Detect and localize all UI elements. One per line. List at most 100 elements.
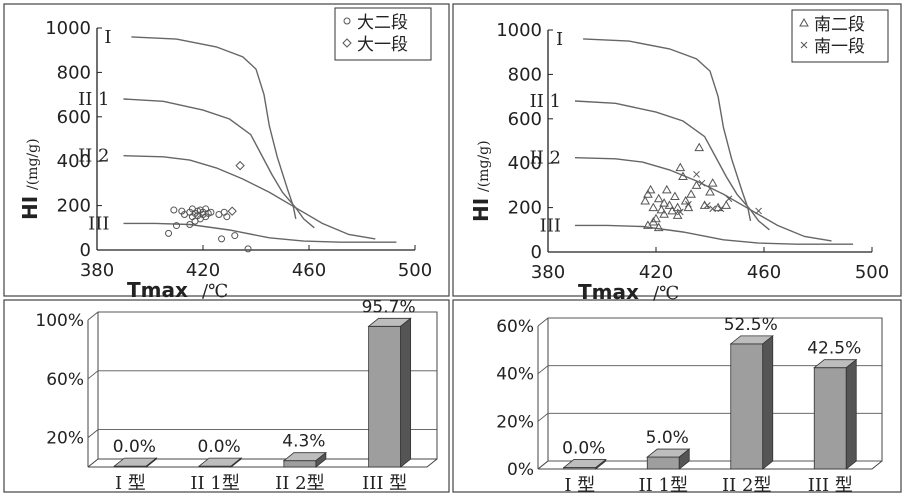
y-tick-label: 800 bbox=[57, 62, 91, 83]
legend-label: 大一段 bbox=[357, 35, 408, 55]
x-tick-label: 380 bbox=[531, 262, 565, 283]
y-tick-label: 600 bbox=[57, 107, 91, 128]
category-label: III 型 bbox=[808, 475, 853, 496]
data-label: 0.0% bbox=[562, 439, 605, 459]
data-point bbox=[218, 235, 226, 243]
legend-box bbox=[334, 7, 432, 61]
data-point bbox=[721, 200, 732, 209]
y-axis-title: HI /(mg/g) bbox=[18, 138, 42, 220]
bar-side bbox=[762, 335, 774, 470]
boundary-curve-2 bbox=[123, 98, 315, 229]
data-point bbox=[670, 191, 680, 200]
x-axis-unit: /℃ bbox=[202, 281, 228, 302]
legend-label: 大二段 bbox=[357, 13, 408, 33]
data-point bbox=[755, 207, 762, 215]
y-tick-label: 20% bbox=[46, 429, 84, 449]
gridline bbox=[537, 317, 882, 327]
panel-frame bbox=[452, 299, 902, 493]
category-label: II 2型 bbox=[722, 475, 771, 496]
y-tick-label: 800 bbox=[508, 64, 542, 85]
bar-side bbox=[145, 457, 157, 468]
data-point bbox=[678, 171, 688, 181]
y-tick-label: 100% bbox=[35, 311, 84, 331]
x-axis-label: Tmax bbox=[127, 278, 188, 302]
bar bbox=[730, 343, 764, 470]
data-point bbox=[653, 193, 664, 203]
x-tick-label: 380 bbox=[80, 260, 114, 281]
boundary-label: I bbox=[104, 27, 111, 48]
bar-side bbox=[845, 358, 857, 470]
data-point bbox=[244, 245, 252, 253]
data-label: 0.0% bbox=[198, 437, 241, 457]
y-tick-label: 60% bbox=[46, 370, 84, 390]
data-point bbox=[691, 180, 702, 189]
bar bbox=[646, 456, 680, 470]
category-label: II 1型 bbox=[639, 475, 688, 496]
boundary-label: II 1 bbox=[530, 91, 561, 112]
legend-label: 南一段 bbox=[814, 37, 865, 57]
x-tick-label: 460 bbox=[292, 260, 326, 281]
y-tick-label: 400 bbox=[57, 151, 91, 172]
boundary-curve-4 bbox=[575, 224, 854, 245]
data-point bbox=[651, 213, 661, 223]
gridline bbox=[87, 311, 437, 321]
boundary-curve-3 bbox=[123, 155, 376, 240]
data-label: 95.7% bbox=[362, 297, 416, 317]
y-tick-label: 20% bbox=[496, 412, 534, 432]
data-label: 4.3% bbox=[282, 432, 325, 452]
data-point bbox=[698, 179, 706, 187]
boundary-curve-3 bbox=[574, 157, 832, 242]
y-tick-label: 200 bbox=[57, 196, 91, 217]
y-axis-label: HI bbox=[469, 198, 493, 222]
panel-frame bbox=[452, 3, 902, 297]
bar-side bbox=[315, 451, 327, 468]
panel-frame bbox=[3, 3, 450, 297]
boundary-label: II 1 bbox=[78, 89, 109, 110]
data-point bbox=[645, 184, 656, 194]
boundary-label: III bbox=[88, 213, 109, 234]
x-tick-label: 500 bbox=[855, 262, 889, 283]
data-label: 0.0% bbox=[113, 437, 156, 457]
bar bbox=[813, 367, 847, 470]
bar-chart-3: 20% 60% 100% 0.0% I 型 0.0% II 1型 4.3% II 2型 95.7%… bbox=[35, 297, 438, 494]
data-point bbox=[694, 142, 705, 152]
bar bbox=[283, 460, 317, 468]
data-point bbox=[170, 206, 178, 214]
scatter-chart-1: 0 200 400 600 800 1000 380 420 460 500 Tmax /℃ HI /(m… bbox=[18, 7, 432, 302]
data-point bbox=[686, 189, 696, 198]
panel-frame bbox=[3, 299, 450, 493]
data-point bbox=[343, 17, 351, 25]
data-point bbox=[648, 217, 659, 226]
data-point bbox=[207, 208, 215, 216]
data-point bbox=[709, 205, 717, 213]
scatter-chart-2: 0 200 400 600 800 1000 380 420 460 500 Tmax /℃ HI /(m… bbox=[469, 9, 889, 304]
data-point bbox=[685, 200, 692, 208]
boundary-label: II 2 bbox=[530, 148, 561, 169]
data-point bbox=[643, 189, 653, 198]
x-tick-label: 460 bbox=[747, 262, 781, 283]
data-point bbox=[656, 204, 667, 214]
bar-side bbox=[678, 448, 690, 470]
data-point bbox=[659, 209, 669, 218]
data-point bbox=[231, 232, 239, 240]
bar-chart-4: 0% 20% 40% 60% 0.0% I 型 5.0% II 1型 52.5% II 2型 42.… bbox=[496, 315, 883, 496]
data-label: 42.5% bbox=[807, 339, 861, 359]
data-point bbox=[173, 222, 180, 230]
gridline bbox=[87, 429, 437, 438]
data-point bbox=[705, 187, 715, 196]
data-point bbox=[672, 210, 683, 219]
y-tick-label: 200 bbox=[508, 198, 542, 219]
y-tick-label: 0 bbox=[80, 240, 91, 261]
data-point bbox=[223, 213, 231, 221]
y-tick-label: 400 bbox=[508, 153, 542, 174]
data-label: 5.0% bbox=[646, 428, 689, 448]
category-label: II 2型 bbox=[275, 473, 324, 494]
bar bbox=[368, 325, 402, 468]
legend-box bbox=[791, 9, 889, 63]
y-axis-unit: /(mg/g) bbox=[476, 140, 492, 192]
data-point bbox=[220, 208, 228, 216]
boundary-label: II 2 bbox=[78, 146, 109, 167]
data-point bbox=[707, 178, 718, 187]
data-point bbox=[643, 220, 653, 229]
